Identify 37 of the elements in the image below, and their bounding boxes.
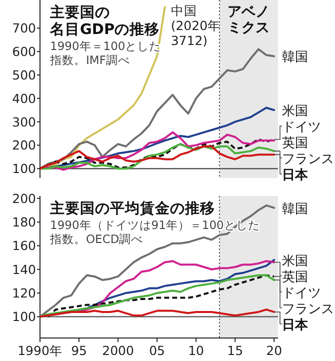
series-label: 米国 [282, 254, 308, 269]
series-label: 米国 [282, 104, 308, 119]
x-tick-label: 05 [149, 343, 165, 358]
x-tick-label: 1990年 [18, 343, 62, 358]
y-tick-label: 160 [12, 238, 36, 254]
series-label: 韓国 [282, 50, 308, 66]
series-label: 日本 [282, 318, 309, 333]
y-tick-label: 120 [12, 286, 36, 301]
y-tick-label: 100 [12, 161, 36, 176]
annotation: 中国 (2020年 3712) [170, 3, 221, 48]
text: 主要国の名目GDPの推移 [49, 3, 160, 38]
band-label: アベノミクス [228, 4, 270, 36]
y-tick-label: 400 [12, 90, 36, 106]
y-tick-label: 600 [12, 44, 36, 60]
y-tick-label: 200 [12, 190, 36, 206]
x-tick-label: 95 [71, 343, 87, 358]
series-label: 韓国 [282, 202, 308, 217]
y-tick-label: 300 [12, 114, 36, 130]
y-tick-label: 500 [12, 67, 36, 82]
text: 1990年（ドイツは91年）＝100とした指数。OECD調べ [49, 218, 260, 246]
y-tick-label: 100 [12, 309, 36, 324]
x-tick-label: 20 [266, 343, 282, 358]
y-tick-label: 200 [12, 138, 36, 153]
series-label: 英国 [282, 270, 308, 285]
series-label: フランス [282, 302, 334, 317]
y-tick-label: 180 [12, 214, 36, 230]
chart-title: 主要国の平均賃金の推移 [49, 199, 215, 217]
x-tick-label: 2000 [102, 343, 134, 358]
series-label: 英国 [282, 136, 308, 151]
series-label: ドイツ [282, 120, 321, 135]
series-label: ドイツ [282, 286, 321, 301]
x-tick-label: 10 [188, 343, 204, 358]
series-label: フランス [282, 152, 334, 167]
x-tick-label: 15 [227, 343, 244, 358]
y-tick-label: 140 [12, 262, 36, 277]
y-tick-label: 700 [12, 20, 36, 36]
series-label: 日本 [282, 168, 309, 183]
